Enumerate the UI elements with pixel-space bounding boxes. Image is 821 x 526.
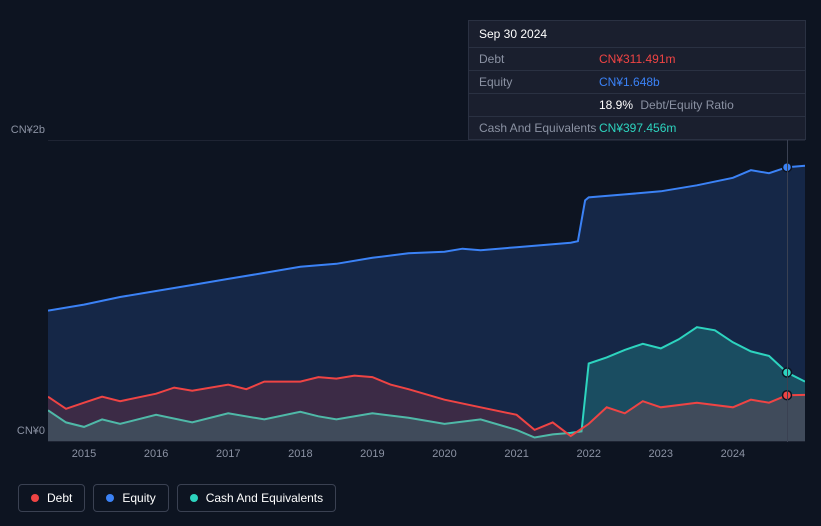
x-tick: 2023 xyxy=(649,448,673,460)
tooltip-row-label: Cash And Equivalents xyxy=(479,121,599,135)
tooltip-row: Cash And EquivalentsCN¥397.456m xyxy=(469,117,805,139)
tooltip-row: 18.9% Debt/Equity Ratio xyxy=(469,94,805,117)
x-tick: 2021 xyxy=(504,448,528,460)
y-tick-max: CN¥2b xyxy=(11,124,45,136)
tooltip-row-value: 18.9% Debt/Equity Ratio xyxy=(599,98,734,112)
tooltip-row-value: CN¥311.491m xyxy=(599,52,676,66)
legend-label: Cash And Equivalents xyxy=(206,491,323,505)
tooltip-row-label xyxy=(479,98,599,112)
legend-label: Equity xyxy=(122,491,155,505)
x-tick: 2015 xyxy=(72,448,96,460)
x-tick: 2018 xyxy=(288,448,312,460)
x-axis: 2015 2016 2017 2018 2019 2020 2021 2022 2023 2024 xyxy=(48,448,805,468)
chart-tooltip: Sep 30 2024 DebtCN¥311.491mEquityCN¥1.64… xyxy=(468,20,806,140)
tooltip-row: DebtCN¥311.491m xyxy=(469,48,805,71)
legend-dot-icon xyxy=(190,494,198,502)
tooltip-row-suffix: Debt/Equity Ratio xyxy=(637,98,734,112)
tooltip-row-value: CN¥397.456m xyxy=(599,121,676,135)
gridline-bottom xyxy=(48,441,805,442)
y-tick-min: CN¥0 xyxy=(17,425,45,437)
gridline-top xyxy=(48,140,805,141)
chart-svg xyxy=(48,140,805,442)
tooltip-row: EquityCN¥1.648b xyxy=(469,71,805,94)
tooltip-row-value: CN¥1.648b xyxy=(599,75,660,89)
tooltip-row-label: Equity xyxy=(479,75,599,89)
tooltip-date: Sep 30 2024 xyxy=(469,21,805,48)
x-tick: 2022 xyxy=(576,448,600,460)
x-tick: 2016 xyxy=(144,448,168,460)
legend-dot-icon xyxy=(31,494,39,502)
tooltip-row-label: Debt xyxy=(479,52,599,66)
chart-legend: Debt Equity Cash And Equivalents xyxy=(18,484,336,512)
x-tick: 2017 xyxy=(216,448,240,460)
x-tick: 2019 xyxy=(360,448,384,460)
x-tick: 2020 xyxy=(432,448,456,460)
chart-plot-area[interactable] xyxy=(48,140,805,442)
x-tick: 2024 xyxy=(721,448,745,460)
legend-label: Debt xyxy=(47,491,72,505)
legend-item-debt[interactable]: Debt xyxy=(18,484,85,512)
legend-item-cash-and-equivalents[interactable]: Cash And Equivalents xyxy=(177,484,336,512)
hover-vertical-line xyxy=(787,140,788,442)
legend-item-equity[interactable]: Equity xyxy=(93,484,168,512)
legend-dot-icon xyxy=(106,494,114,502)
